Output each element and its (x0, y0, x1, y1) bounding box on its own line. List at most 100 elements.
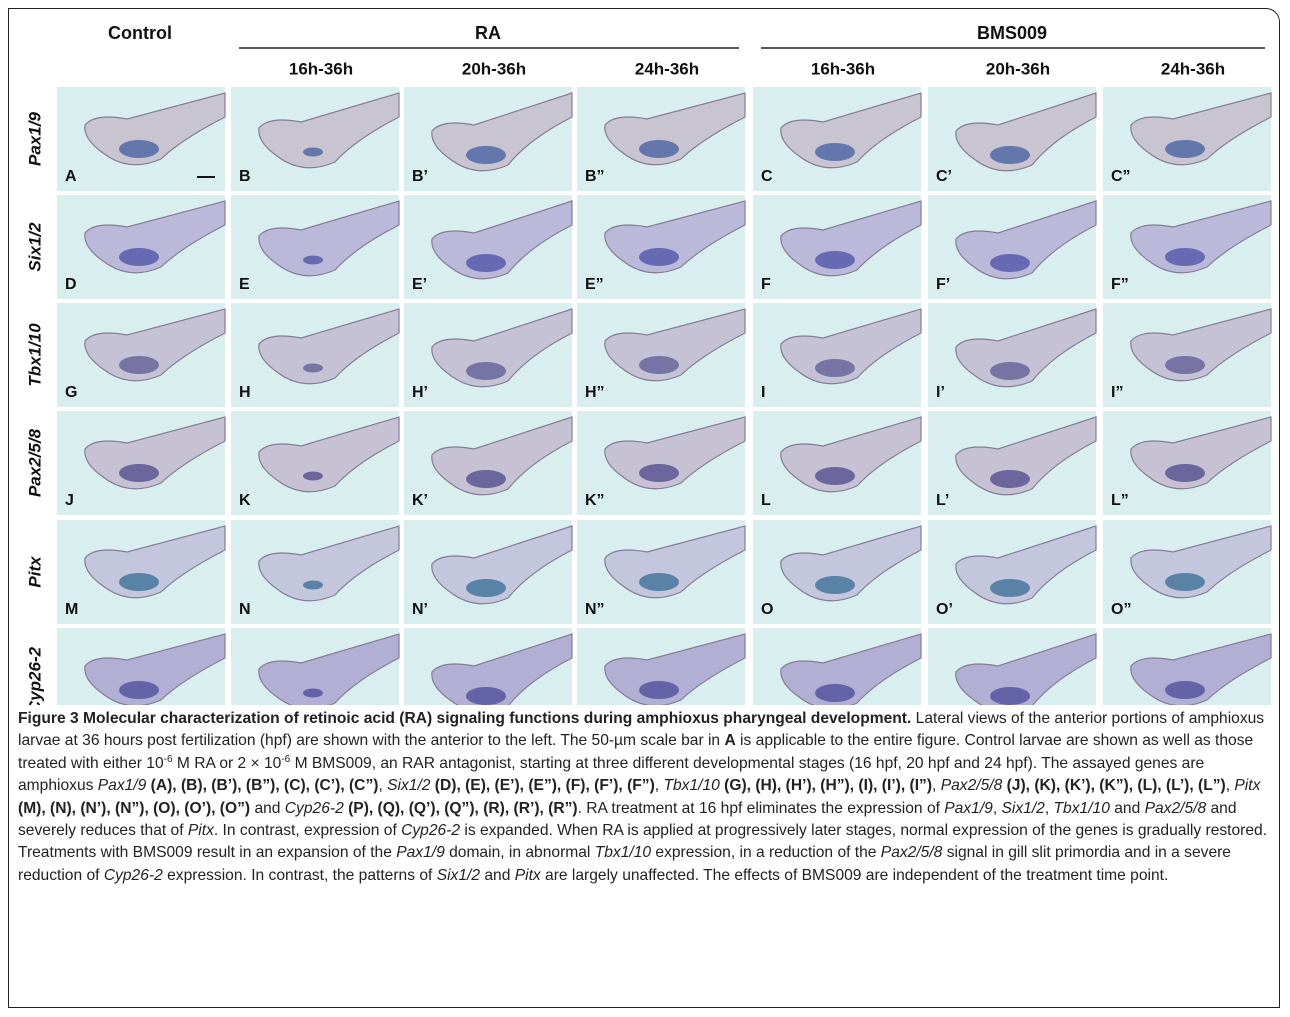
larva-body (955, 525, 1097, 605)
expression-domain (815, 576, 855, 594)
expression-domain (466, 362, 506, 380)
caption-run: Pax2/5/8 (1144, 799, 1207, 817)
larva-panel: O (753, 520, 922, 624)
expression-domain (119, 681, 159, 699)
caption-run: is expanded. When RA is applied at progr… (18, 822, 1268, 862)
caption-run: Pitx (1234, 777, 1261, 795)
caption-run: expression, in a reduction of the (651, 844, 881, 862)
panel-label: O’ (936, 601, 953, 618)
larva-body (604, 633, 746, 705)
panel-label: D (65, 276, 77, 293)
caption-run: -6 (281, 753, 291, 765)
larva-panel: O’ (928, 520, 1097, 624)
caption-run: (A), (B), (B’), (B”), (C), (C’), (C”) (150, 777, 379, 795)
expression-domain (1165, 464, 1205, 482)
larva-body (431, 416, 573, 496)
larva-panel: K” (577, 411, 746, 515)
larva-panel: N (231, 520, 400, 624)
expression-domain (990, 470, 1030, 488)
panel-label: E (239, 276, 250, 293)
caption-run: (G), (H), (H’), (H”), (I), (I’), (I”) (724, 777, 933, 795)
caption-run: Pax1/9 (944, 799, 993, 817)
expression-domain (990, 254, 1030, 272)
larva-panel: H (231, 303, 400, 407)
expression-domain (119, 140, 159, 158)
expression-domain (639, 248, 679, 266)
panel-label: H” (585, 384, 605, 401)
panel-label: N” (585, 601, 605, 618)
caption-run: expression. In contrast, the patterns of (162, 866, 437, 884)
panel-label: E” (585, 276, 604, 293)
larva-panel: R (753, 628, 922, 705)
caption-run: and (250, 799, 285, 817)
larva-body (780, 200, 922, 277)
caption-run: Tbx1/10 (663, 777, 720, 795)
expression-domain (466, 687, 506, 705)
larva-body (431, 92, 573, 172)
larva-body (955, 416, 1097, 496)
expression-domain (639, 140, 679, 158)
expression-domain (303, 688, 323, 698)
larva-panel: Q’ (404, 628, 573, 705)
expression-domain (303, 580, 323, 590)
larva-panel: K (231, 411, 400, 515)
time-header: 16h-36h (289, 59, 353, 78)
panel-label: B” (585, 168, 605, 185)
expression-domain (466, 579, 506, 597)
larva-panel: I” (1103, 303, 1272, 407)
larva-panel: A (57, 87, 226, 191)
gene-label: Pax1/9 (25, 112, 44, 166)
panel-label: E’ (412, 276, 427, 293)
expression-domain (303, 147, 323, 157)
expression-domain (1165, 248, 1205, 266)
caption-run: -6 (163, 753, 173, 765)
caption-run: , (654, 777, 664, 795)
panel-label: C’ (936, 168, 952, 185)
caption-run: (D), (E), (E’), (E”), (F), (F’), (F”) (434, 777, 655, 795)
figure-caption: Figure 3 Molecular characterization of r… (18, 708, 1274, 887)
larva-body (955, 200, 1097, 280)
larva-panel: P (57, 628, 226, 705)
larva-body (1130, 633, 1272, 705)
panel-label: L (761, 492, 771, 509)
panel-label: M (65, 601, 78, 618)
larva-body (955, 308, 1097, 388)
expression-domain (303, 471, 323, 481)
expression-domain (466, 254, 506, 272)
expression-domain (815, 684, 855, 702)
caption-run: Cyp26-2 (401, 822, 461, 840)
caption-run: signal in gill slit primordia and in a s… (18, 844, 1231, 884)
time-header: 24h-36h (1161, 59, 1225, 78)
larva-panel: N” (577, 520, 746, 624)
panel-label: H’ (412, 384, 428, 401)
caption-run: domain, in abnormal (444, 844, 595, 862)
caption-run: (J), (K), (K’), (K”), (L), (L’), (L”) (1006, 777, 1226, 795)
caption-run: , (378, 777, 388, 795)
caption-run: Pitx (187, 822, 214, 840)
caption-run: Lateral views of the anterior portions o… (18, 710, 1265, 750)
expression-domain (1165, 356, 1205, 374)
larva-panel: C” (1103, 87, 1272, 191)
larva-body (258, 633, 400, 705)
panel-label: G (65, 384, 77, 401)
caption-run: M RA or 2 × 10 (172, 754, 282, 772)
caption-run: and severely reduces that of (18, 799, 1237, 840)
larva-panel: C’ (928, 87, 1097, 191)
expression-domain (303, 255, 323, 265)
larva-panel: E (231, 195, 400, 299)
larva-body (780, 92, 922, 169)
panel-label: N (239, 601, 251, 618)
panel-label: C” (1111, 168, 1131, 185)
expression-domain (990, 362, 1030, 380)
larva-body (431, 633, 573, 705)
caption-run: (P), (Q), (Q’), (Q”), (R), (R’), (R”) (348, 799, 578, 817)
larva-body (780, 416, 922, 493)
panel-label: B (239, 168, 251, 185)
expression-domain (1165, 573, 1205, 591)
panel-label: C (761, 168, 773, 185)
larva-panel: K’ (404, 411, 573, 515)
caption-run: Pax1/9 (97, 777, 147, 795)
larva-body (258, 200, 400, 277)
larva-panel: L” (1103, 411, 1272, 515)
